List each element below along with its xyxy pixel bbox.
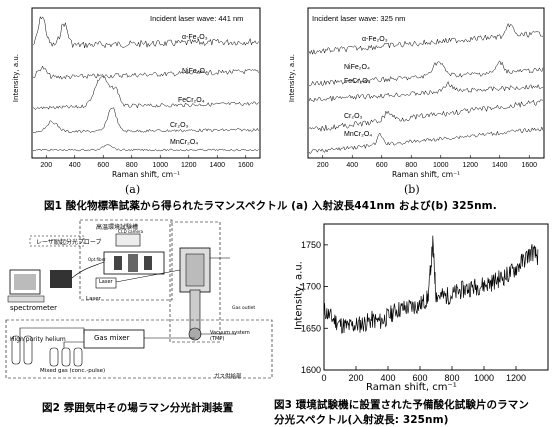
figure2-diagram (5, 219, 273, 379)
f1b-label-3: Cr₂O₃ (344, 113, 363, 120)
f1a-xtick-1000: 1000 (152, 162, 168, 169)
figure1b-inset: Incident laser wave: 325 nm (312, 14, 406, 23)
f1a-trace-1 (32, 65, 259, 80)
figure3-xlabel: Raman shift, cm⁻¹ (366, 382, 457, 393)
f2-mixed-label: Mixed gas (conc.-pulse) (40, 368, 106, 374)
f2-ccd-label: CCD camera (118, 229, 144, 234)
f1b-trace-0 (308, 22, 544, 56)
figure3-chart: 0 200 400 600 800 1000 1200 1600 1650 1700 1750 (301, 223, 549, 383)
figure2-caption: 図2 雰囲気中その場ラマン分光計測装置 (42, 402, 234, 414)
f1a-xtick-600: 600 (97, 162, 109, 169)
f1b-xtick-200: 200 (317, 162, 329, 169)
f2-bottom-label: ガス供給部 (214, 374, 242, 380)
figure1a-inset: Incident laser wave: 441 nm (150, 14, 244, 23)
f1b-trace-3 (308, 99, 544, 133)
f1a-label-4: MnCr₂O₄ (170, 139, 199, 146)
f2-laser-label: Laser (86, 296, 101, 302)
f1a-xtick-200: 200 (40, 162, 52, 169)
f1a-xtick-800: 800 (126, 162, 138, 169)
figure1b-letter: (b) (404, 183, 420, 196)
figure1b-xlabel: Raman shift, cm⁻¹ (392, 170, 461, 179)
f2-gas-outlet-label: Gas outlet (232, 306, 256, 311)
f1a-xtick-1600: 1600 (238, 162, 254, 169)
f1b-label-0: α-Fe₂O₃ (362, 36, 388, 43)
figure1a-ylabel: Intensity, a.u. (12, 53, 20, 103)
f1b-label-1: NiFe₂O₄ (344, 64, 370, 71)
f1a-xtick-400: 400 (69, 162, 81, 169)
f1b-trace-1 (308, 60, 544, 87)
f2-fiber-label: Opt.fiber (88, 257, 106, 262)
f3-ytick-1650: 1650 (301, 323, 321, 333)
figure1b-chart: 200 400 600 800 1000 1200 1400 1600 (307, 7, 545, 169)
f1b-xtick-1600: 1600 (521, 162, 537, 169)
f3-ytick-1600: 1600 (301, 365, 321, 375)
f2-laserbox-label: Laser (99, 279, 113, 285)
f1a-xtick-1400: 1400 (209, 162, 225, 169)
f1b-xtick-1000: 1000 (433, 162, 449, 169)
f1b-xtick-1200: 1200 (462, 162, 478, 169)
f1b-label-4: MnCr₂O₄ (344, 131, 373, 138)
figure3-caption-line1: 図3 環境試験機に設置された予備酸化試験片のラマン (274, 399, 529, 411)
f3-xtick-0: 0 (321, 373, 326, 383)
f1b-xtick-600: 600 (376, 162, 388, 169)
figure3-caption-line2: 分光スペクトル(入射波長: 325nm) (274, 414, 449, 426)
f1a-trace-3 (32, 107, 259, 134)
f1a-label-0: α-Fe₂O₃ (182, 34, 208, 41)
f1a-trace-2 (32, 75, 259, 110)
f2-spectrometer-label: spectrometer (10, 304, 58, 312)
f1a-xtick-1200: 1200 (181, 162, 197, 169)
f1b-xtick-800: 800 (405, 162, 417, 169)
figure3-ylabel: Intensity, a.u. (293, 261, 305, 330)
f1a-label-3: Cr₂O₃ (170, 122, 189, 129)
f2-top-box-label: 高温環境試験槽 (96, 224, 139, 231)
f3-ytick-1700: 1700 (301, 282, 321, 292)
f1a-label-2: FeCr₂O₄ (178, 97, 205, 104)
f2-mixer-label: Gas mixer (94, 334, 130, 342)
f1a-trace-4 (33, 143, 259, 152)
figure1a-xlabel: Raman shift, cm⁻¹ (112, 170, 181, 179)
f3-xtick-800: 800 (444, 373, 459, 383)
figure3-series-line (323, 235, 539, 334)
f3-ytick-1750: 1750 (301, 240, 321, 250)
f1b-trace-2 (308, 80, 544, 103)
f1a-label-1: NiFe₂O₄ (182, 68, 208, 75)
figure1a-chart: 200 400 600 800 1000 1200 1400 1600 (31, 7, 261, 169)
f3-xtick-200: 200 (348, 373, 363, 383)
f2-vacuum-label: Vacuum system (TMP) (210, 330, 250, 342)
f3-xtick-1000: 1000 (474, 373, 494, 383)
f1b-xtick-1400: 1400 (492, 162, 508, 169)
f1b-xtick-400: 400 (346, 162, 358, 169)
f3-xtick-400: 400 (380, 373, 395, 383)
f1a-trace-0 (32, 15, 259, 49)
f2-probe-label: レーザ励起分光プローブ (36, 239, 102, 246)
figure1a-letter: (a) (125, 183, 141, 196)
f3-xtick-600: 600 (412, 373, 427, 383)
figure1-caption: 図1 酸化物標準試薬から得られたラマンスペクトル (a) 入射波長441nm お… (44, 200, 497, 212)
f3-xtick-1200: 1200 (506, 373, 526, 383)
f1b-label-2: FeCr₂O₄ (344, 78, 371, 85)
figure1b-ylabel: Intensity, a.u. (288, 53, 296, 103)
f1b-trace-4 (308, 126, 544, 155)
f2-helium-label: High purity helium (10, 336, 66, 343)
